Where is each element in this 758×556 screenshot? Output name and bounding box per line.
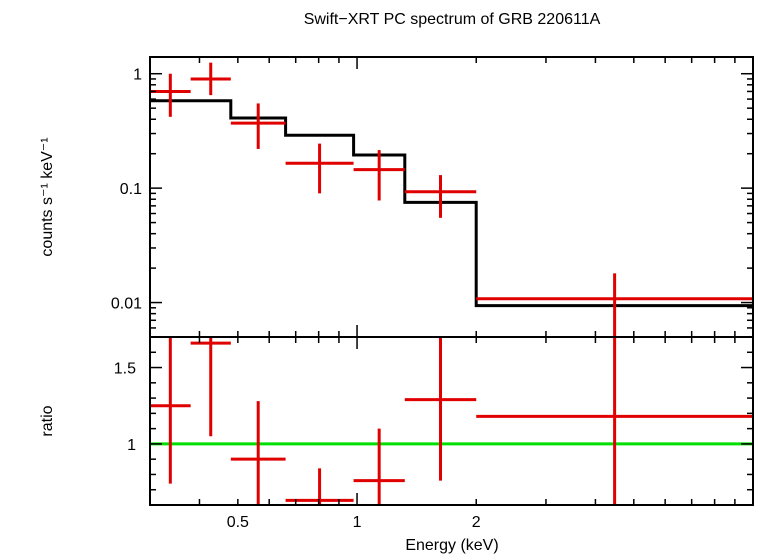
spectrum-panel: 1 0.1 0.01 counts s⁻¹ keV⁻¹ [39,56,754,338]
y-tick-label: 0.01 [111,296,142,313]
spectrum-ticks: 1 0.1 0.01 [111,57,754,338]
data-points-group [150,62,753,337]
y-tick-label: 0.1 [120,181,142,198]
model-curve-group [150,99,753,308]
model-step-line [150,99,753,308]
x-axis-label: Energy (keV) [405,537,498,554]
ratio-points-group [150,337,753,505]
ratio-y-tick-label: 1 [127,437,136,454]
ratio-panel: 1.5 1 0.5 1 2 ratio Energy (keV) [39,336,754,554]
ratio-ylabel: ratio [39,405,56,436]
ratio-ticks: 1.5 1 0.5 1 2 [114,336,754,531]
spectrum-ylabel: counts s⁻¹ keV⁻¹ [39,137,56,256]
x-tick-label: 0.5 [227,514,249,531]
x-tick-label: 1 [353,514,362,531]
x-tick-label: 2 [472,514,481,531]
y-tick-label: 1 [133,67,142,84]
ratio-frame [149,336,754,506]
spectrum-frame [149,56,754,338]
chart-title: Swift−XRT PC spectrum of GRB 220611A [304,11,601,28]
ratio-y-tick-label: 1.5 [114,361,136,378]
